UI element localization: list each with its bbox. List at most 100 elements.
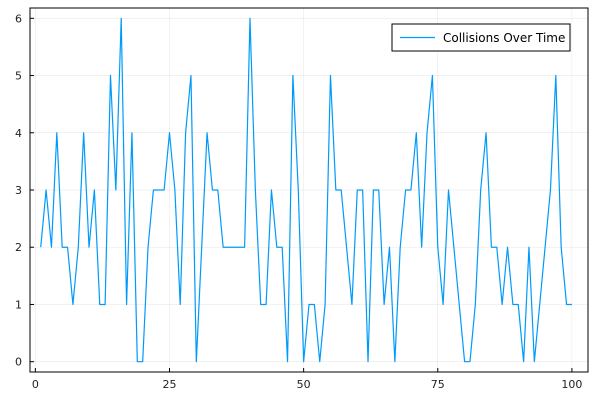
x-tick-label: 75 [431, 378, 445, 391]
data-point [431, 74, 434, 77]
data-point [549, 189, 552, 192]
series-layer [39, 17, 573, 363]
data-point [329, 74, 332, 77]
data-point [259, 303, 262, 306]
data-point [527, 246, 530, 249]
data-point [404, 189, 407, 192]
data-point [570, 303, 573, 306]
data-point [297, 189, 300, 192]
data-point [93, 189, 96, 192]
data-point [254, 189, 257, 192]
legend-label: Collisions Over Time [443, 31, 565, 45]
data-point [538, 303, 541, 306]
data-point [334, 189, 337, 192]
grid [30, 8, 588, 372]
data-point [82, 131, 85, 134]
data-point [281, 246, 284, 249]
data-point [130, 131, 133, 134]
data-point [248, 17, 251, 20]
data-point [265, 303, 268, 306]
x-tick-label: 0 [32, 378, 39, 391]
data-point [114, 189, 117, 192]
data-point [383, 303, 386, 306]
data-point [291, 74, 294, 77]
data-point [367, 360, 370, 363]
data-point [313, 303, 316, 306]
data-point [222, 246, 225, 249]
data-point [308, 303, 311, 306]
data-point [495, 246, 498, 249]
data-point [238, 246, 241, 249]
data-point [415, 131, 418, 134]
data-point [517, 303, 520, 306]
data-point [560, 246, 563, 249]
data-point [302, 360, 305, 363]
data-point [318, 360, 321, 363]
data-point [125, 303, 128, 306]
data-point [200, 246, 203, 249]
data-point [195, 360, 198, 363]
data-point [147, 246, 150, 249]
data-point [511, 303, 514, 306]
data-point [324, 303, 327, 306]
data-point [356, 189, 359, 192]
data-point [206, 131, 209, 134]
data-point [45, 189, 48, 192]
x-tick-label: 100 [561, 378, 582, 391]
data-point [485, 131, 488, 134]
data-point [152, 189, 155, 192]
series-line [40, 17, 572, 363]
y-tick-label: 1 [15, 298, 22, 311]
data-point [55, 131, 58, 134]
data-point [61, 246, 64, 249]
data-point [50, 246, 53, 249]
data-point [120, 17, 123, 20]
data-point [479, 189, 482, 192]
data-point [275, 246, 278, 249]
data-point [66, 246, 69, 249]
data-point [452, 246, 455, 249]
data-point [136, 360, 139, 363]
data-point [270, 189, 273, 192]
data-point [533, 360, 536, 363]
data-point [179, 303, 182, 306]
data-point [388, 246, 391, 249]
data-point [98, 303, 101, 306]
data-point [232, 246, 235, 249]
data-point [71, 303, 74, 306]
data-point [565, 303, 568, 306]
data-point [340, 189, 343, 192]
data-point [544, 246, 547, 249]
data-point [399, 246, 402, 249]
data-point [501, 303, 504, 306]
data-point [39, 246, 42, 249]
data-point [88, 246, 91, 249]
x-tick-label: 25 [163, 378, 177, 391]
data-point [447, 189, 450, 192]
legend: Collisions Over Time [391, 23, 571, 52]
data-point [163, 189, 166, 192]
data-point [409, 189, 412, 192]
y-tick-label: 5 [15, 70, 22, 83]
data-point [361, 189, 364, 192]
y-tick-label: 0 [15, 356, 22, 369]
data-point [211, 189, 214, 192]
y-tick-label: 4 [15, 127, 22, 140]
data-point [173, 189, 176, 192]
data-point [474, 303, 477, 306]
data-point [109, 74, 112, 77]
data-point [490, 246, 493, 249]
data-point [458, 303, 461, 306]
y-tick-label: 2 [15, 241, 22, 254]
data-point [77, 246, 80, 249]
data-point [168, 131, 171, 134]
data-point [393, 360, 396, 363]
data-point [522, 360, 525, 363]
data-point [345, 246, 348, 249]
data-point [372, 189, 375, 192]
data-point [104, 303, 107, 306]
data-point [463, 360, 466, 363]
data-point [350, 303, 353, 306]
x-tick-label: 50 [297, 378, 311, 391]
